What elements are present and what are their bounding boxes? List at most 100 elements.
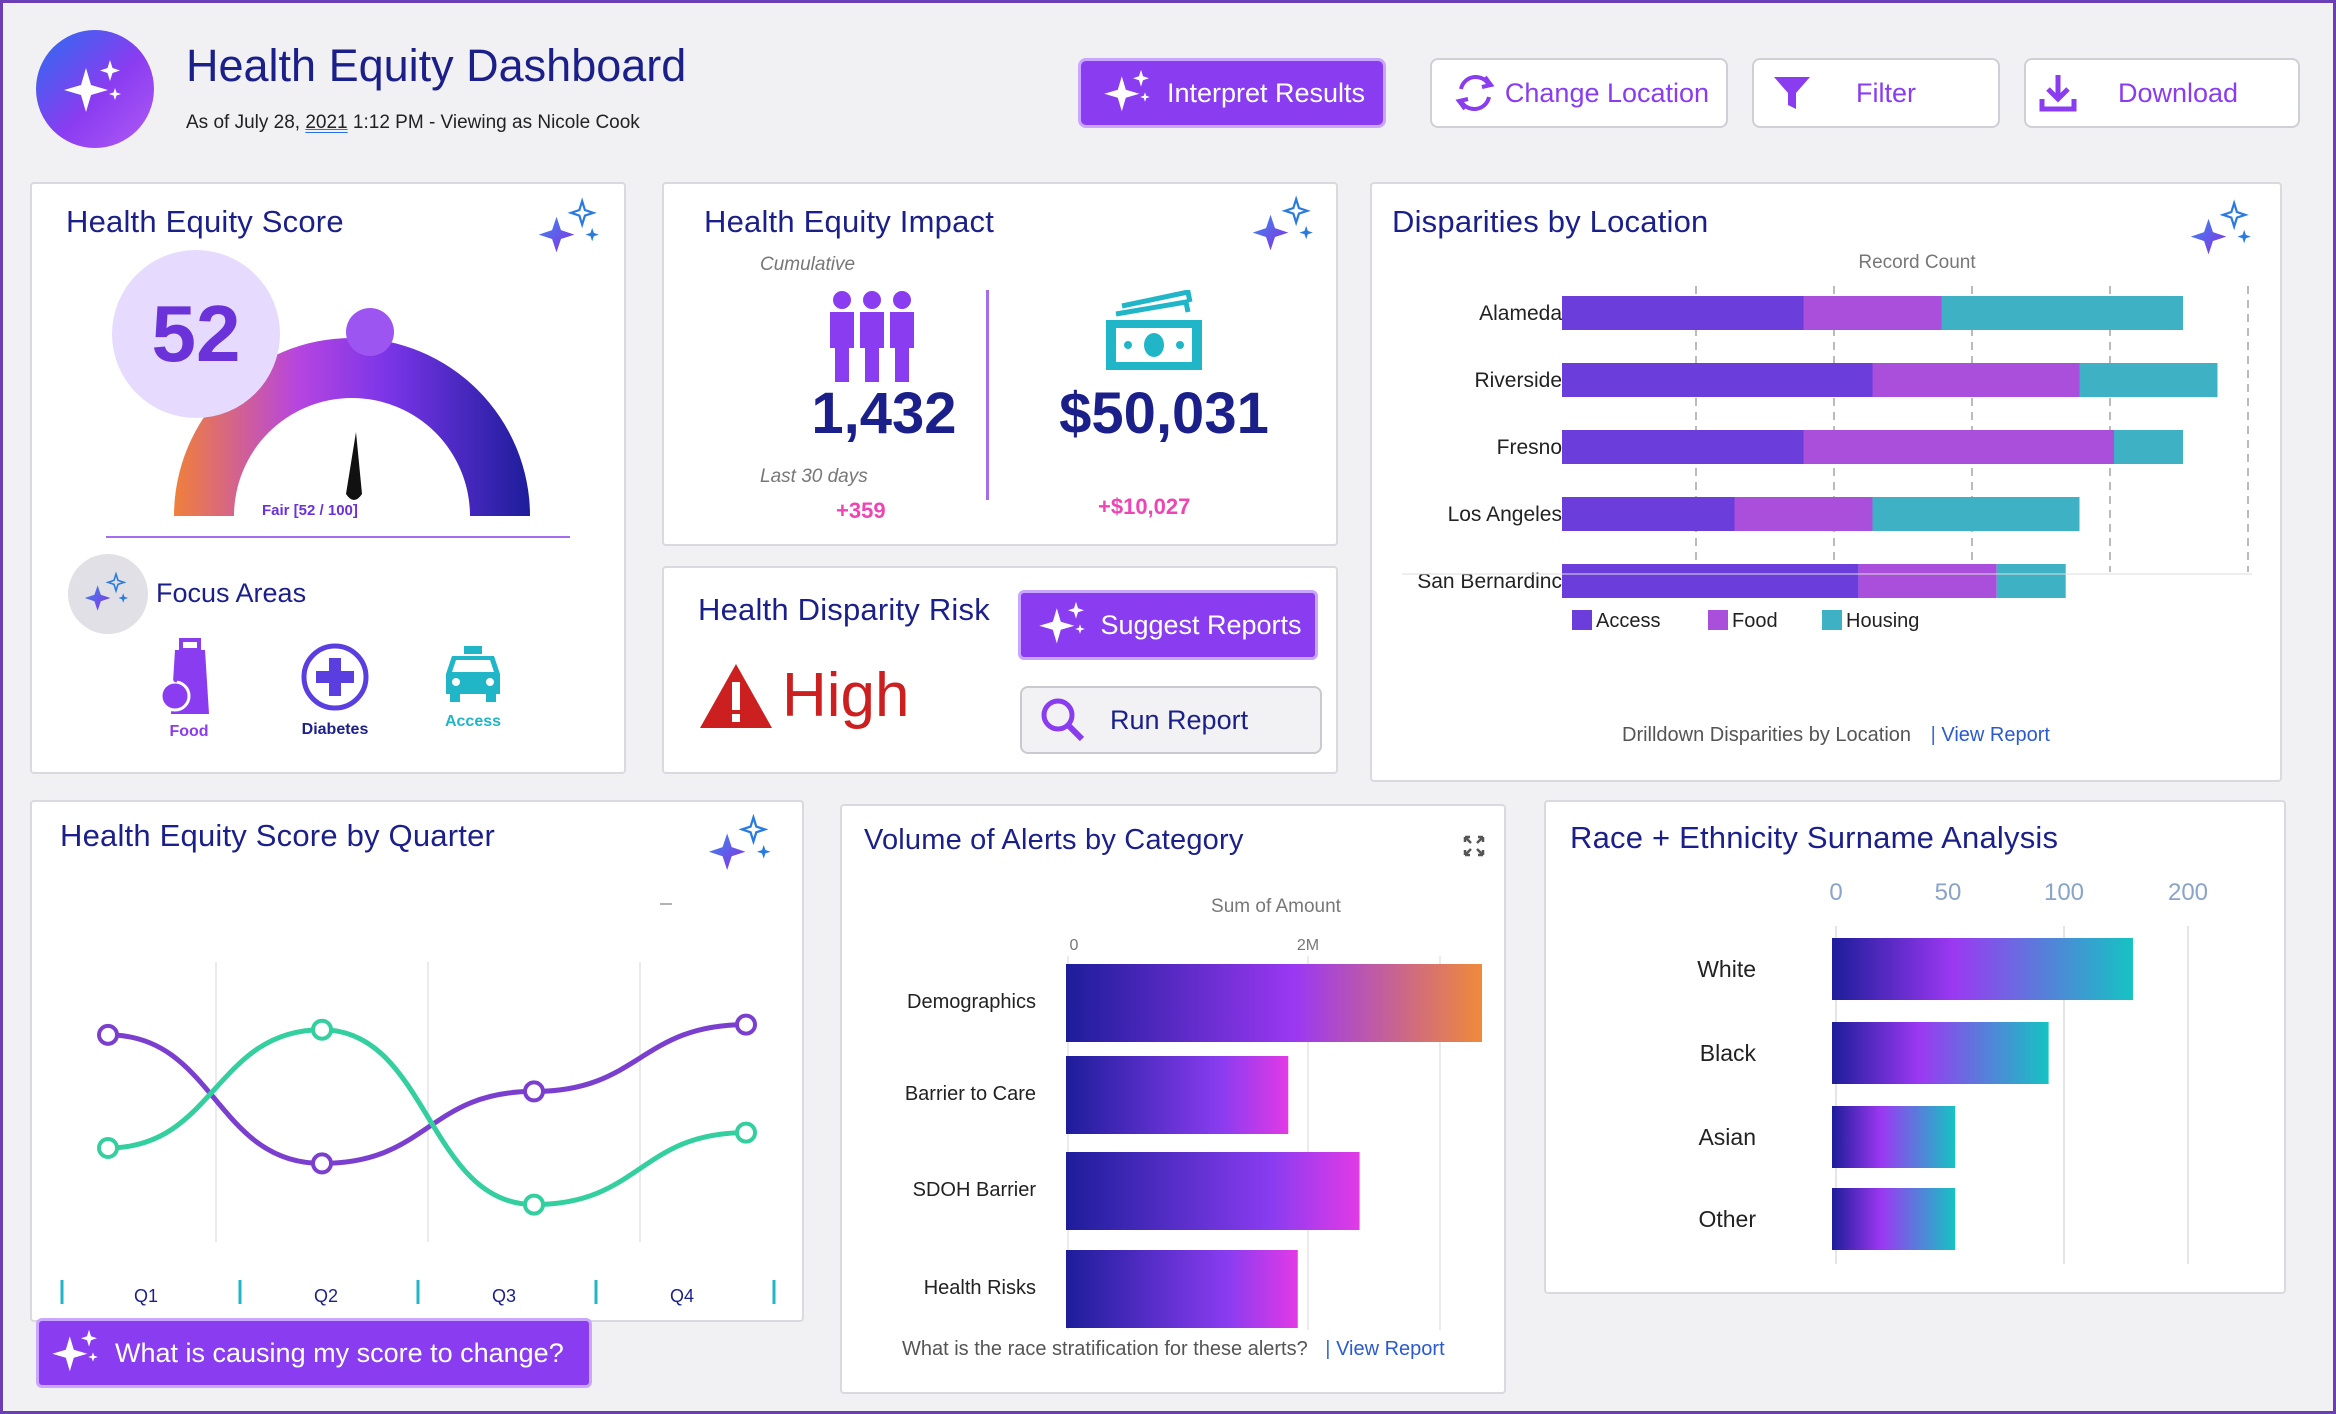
download-button[interactable]: Download bbox=[2024, 58, 2300, 128]
sparkle-icon bbox=[52, 1329, 98, 1372]
bar-segment-housing bbox=[2114, 430, 2183, 464]
people-count: 1,432 bbox=[811, 381, 957, 446]
x-tick-label: 0 bbox=[1070, 937, 1079, 954]
race-ethnicity-card: Race + Ethnicity Surname Analysis 0 50 100… bbox=[1544, 800, 2286, 1294]
filter-icon bbox=[1774, 77, 1810, 109]
category-label: White bbox=[1697, 956, 1756, 982]
focus-item-food[interactable]: Food bbox=[144, 636, 234, 741]
view-report-link[interactable]: View Report bbox=[1336, 1338, 1445, 1360]
footer-text: Drilldown Disparities by Location bbox=[1622, 724, 1912, 746]
subtitle-year[interactable]: 2021 bbox=[305, 112, 348, 133]
bar-segment-access bbox=[1562, 497, 1735, 531]
legend-swatch bbox=[1822, 610, 1842, 630]
sparkle-icon[interactable] bbox=[702, 806, 782, 886]
bar bbox=[1832, 1106, 1956, 1168]
focus-item-access[interactable]: Access bbox=[428, 642, 518, 731]
gauge-needle bbox=[346, 432, 362, 500]
card-title: Health Equity Impact bbox=[704, 204, 995, 239]
x-tick-label: Q1 bbox=[134, 1286, 158, 1306]
card-title: Disparities by Location bbox=[1392, 204, 1709, 239]
quarter-line-chart: Q1 Q2 Q3 Q4 bbox=[60, 903, 776, 1306]
bar-segment-food bbox=[1734, 497, 1873, 531]
health-equity-impact-card: Health Equity Impact Cumulative 1,432 La… bbox=[662, 182, 1338, 546]
sparkle-icon bbox=[1039, 601, 1086, 644]
x-tick-label: 200 bbox=[2168, 879, 2208, 906]
series-line bbox=[107, 1022, 747, 1166]
data-point bbox=[97, 1023, 119, 1046]
ask-score-change-button[interactable]: What is causing my score to change? bbox=[36, 1318, 592, 1388]
sparkle-icon[interactable] bbox=[1246, 188, 1324, 266]
expand-icon[interactable] bbox=[1462, 834, 1486, 858]
search-icon bbox=[1041, 698, 1085, 742]
sparkle-icon[interactable] bbox=[532, 190, 610, 268]
category-label: Black bbox=[1700, 1040, 1757, 1066]
filter-button[interactable]: Filter bbox=[1752, 58, 2000, 128]
category-label: Alameda bbox=[1479, 302, 1562, 325]
warning-icon bbox=[700, 664, 772, 728]
bar-segment-food bbox=[1803, 430, 2114, 464]
money-value: $50,031 bbox=[1059, 381, 1269, 446]
sparkle-icon[interactable] bbox=[2184, 192, 2262, 270]
interpret-results-label: Interpret Results bbox=[1166, 77, 1366, 108]
bar-segment-access bbox=[1562, 363, 1873, 397]
change-location-button[interactable]: Change Location bbox=[1430, 58, 1728, 128]
run-report-button[interactable]: Run Report bbox=[1020, 686, 1322, 754]
taxi-icon bbox=[446, 646, 500, 702]
focus-item-diabetes[interactable]: Diabetes bbox=[290, 642, 380, 739]
bar bbox=[1066, 1250, 1298, 1328]
focus-areas-title: Focus Areas bbox=[156, 578, 307, 608]
x-tick-label: Q4 bbox=[670, 1286, 694, 1306]
card-title: Volume of Alerts by Category bbox=[864, 824, 1244, 856]
people-delta: +359 bbox=[836, 498, 886, 523]
data-point bbox=[523, 1193, 545, 1216]
bar-segment-food bbox=[1872, 363, 2080, 397]
category-label: Los Angeles bbox=[1448, 503, 1562, 526]
risk-level: High bbox=[782, 661, 910, 730]
alerts-bar-chart: Sum of Amount 0 2M Demographics Barrier to C… bbox=[905, 896, 1482, 1330]
app-logo bbox=[36, 30, 154, 148]
disparities-by-location-card: Disparities by Location Record Count Alam… bbox=[1370, 182, 2282, 782]
card-title: Health Equity Score bbox=[66, 204, 344, 239]
score-value: 52 bbox=[151, 289, 241, 378]
download-icon bbox=[2039, 75, 2077, 112]
category-label: Health Risks bbox=[924, 1277, 1036, 1299]
disparities-footer: Drilldown Disparities by Location | View… bbox=[1622, 724, 2050, 747]
food-bag-icon bbox=[159, 638, 209, 714]
bar-segment-housing bbox=[1872, 497, 2080, 531]
category-label: Fresno bbox=[1497, 436, 1562, 459]
alerts-footer: What is the race stratification for thes… bbox=[902, 1338, 1445, 1361]
refresh-icon bbox=[1455, 74, 1495, 112]
legend-label: Housing bbox=[1846, 610, 1919, 632]
view-report-link[interactable]: View Report bbox=[1941, 724, 2050, 746]
bar-segment-access bbox=[1562, 296, 1804, 330]
category-label: SDOH Barrier bbox=[913, 1179, 1037, 1201]
legend-swatch bbox=[1572, 610, 1592, 630]
interpret-results-button[interactable]: Interpret Results bbox=[1078, 58, 1386, 128]
data-point bbox=[311, 1018, 333, 1041]
sparkle-icon bbox=[84, 571, 128, 611]
focus-item-label: Food bbox=[169, 723, 209, 740]
change-location-label: Change Location bbox=[1504, 77, 1710, 108]
suggest-reports-button[interactable]: Suggest Reports bbox=[1018, 590, 1318, 660]
ask-score-change-label: What is causing my score to change? bbox=[115, 1337, 564, 1368]
x-tick-label: 2M bbox=[1297, 937, 1319, 954]
focus-item-label: Diabetes bbox=[301, 721, 369, 738]
bar bbox=[1066, 1056, 1289, 1134]
card-title: Race + Ethnicity Surname Analysis bbox=[1570, 820, 2059, 855]
card-title: Health Equity Score by Quarter bbox=[60, 818, 496, 853]
filter-label: Filter bbox=[1856, 77, 1916, 108]
bar-segment-housing bbox=[2079, 363, 2218, 397]
sparkle-icon bbox=[64, 60, 121, 112]
bar-segment-food bbox=[1858, 564, 1997, 598]
divider bbox=[106, 536, 570, 538]
run-report-label: Run Report bbox=[1110, 704, 1249, 735]
bar bbox=[1066, 1152, 1360, 1230]
bar bbox=[1832, 1188, 1956, 1250]
subtitle-suffix: 1:12 PM - Viewing as Nicole Cook bbox=[347, 112, 640, 133]
x-axis-label: Sum of Amount bbox=[1211, 896, 1342, 917]
bar-segment-food bbox=[1803, 296, 1942, 330]
data-point bbox=[735, 1013, 757, 1036]
card-title: Health Disparity Risk bbox=[698, 592, 990, 627]
page-title: Health Equity Dashboard bbox=[186, 40, 687, 91]
data-point bbox=[523, 1080, 545, 1103]
